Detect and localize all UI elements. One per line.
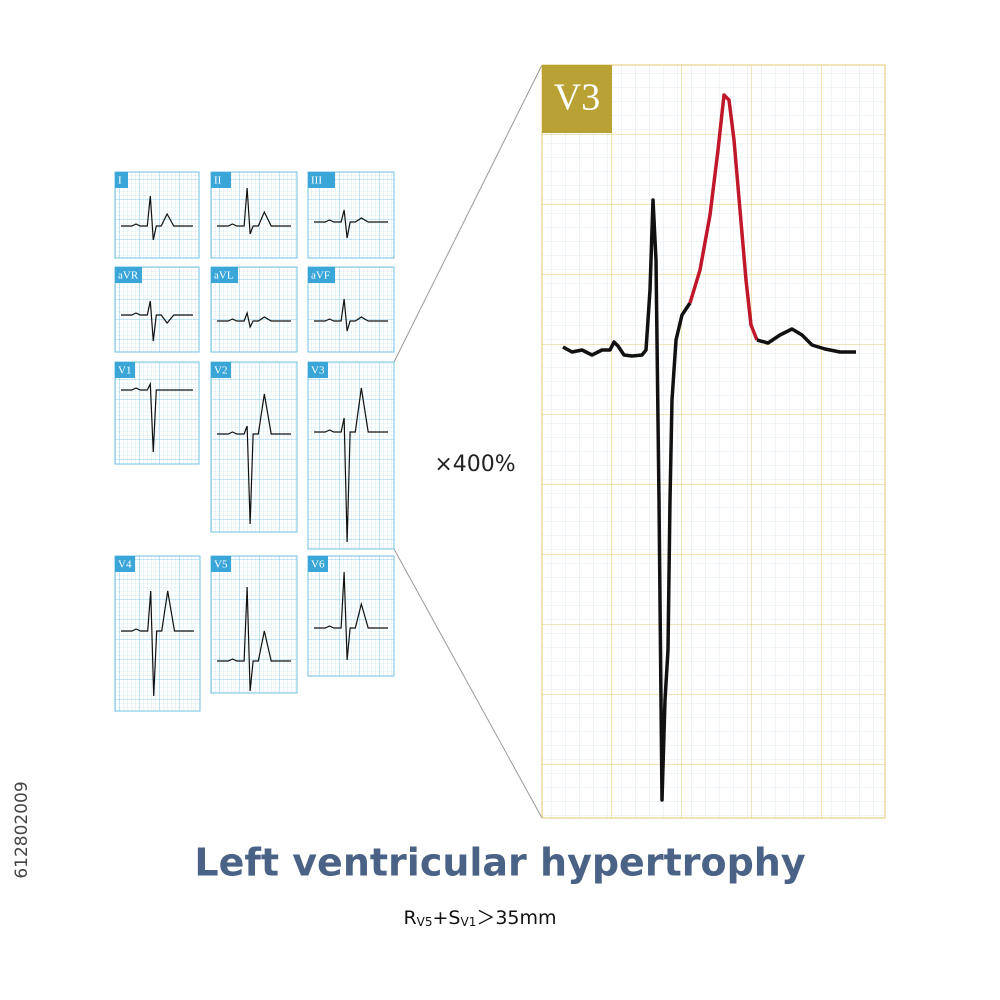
title: Left ventricular hypertrophy bbox=[194, 841, 805, 885]
lead-label-box bbox=[308, 172, 335, 188]
lead-trace bbox=[121, 195, 193, 241]
formula-sub: V1 bbox=[460, 915, 476, 929]
lead-label-box bbox=[211, 172, 231, 188]
watermark-id: 612802009 bbox=[12, 781, 32, 878]
lead-label: V6 bbox=[311, 559, 325, 571]
lead-panel bbox=[114, 361, 200, 465]
magnification: ×400% bbox=[434, 452, 515, 477]
t-wave bbox=[688, 93, 759, 341]
lead-trace bbox=[121, 300, 193, 342]
zoom-label: V3 bbox=[554, 77, 600, 119]
lead-trace bbox=[314, 571, 388, 661]
lead-trace bbox=[121, 381, 193, 453]
connector bbox=[393, 64, 543, 363]
formula: RV5+SV1＞35mm bbox=[403, 907, 556, 929]
lead-label-box bbox=[115, 362, 135, 378]
formula-part: +S bbox=[433, 907, 461, 929]
lead-label: V1 bbox=[118, 365, 131, 377]
lead-label-box bbox=[211, 362, 231, 378]
lead-label: I bbox=[118, 175, 122, 187]
lead-panel bbox=[210, 361, 298, 533]
lead-label-box bbox=[211, 556, 231, 572]
lead-label: III bbox=[311, 175, 322, 187]
lead-trace bbox=[314, 298, 388, 332]
lead-trace bbox=[217, 187, 291, 235]
lead-label: aVL bbox=[214, 270, 234, 282]
lead-trace bbox=[217, 393, 291, 525]
lead-label-box bbox=[211, 267, 238, 283]
lead-panel bbox=[307, 555, 395, 677]
lead-trace bbox=[314, 387, 388, 543]
lead-panel bbox=[307, 361, 395, 550]
zoom-label-box bbox=[542, 65, 612, 133]
lead-label: V5 bbox=[214, 559, 228, 571]
lead-label: aVF bbox=[311, 270, 330, 282]
lead-panel bbox=[210, 555, 298, 694]
ecg-trace bbox=[562, 198, 692, 802]
lead-label: V2 bbox=[214, 365, 227, 377]
lead-label-box bbox=[308, 267, 335, 283]
lead-panel bbox=[307, 171, 395, 259]
formula-part: R bbox=[403, 907, 416, 929]
lead-label-box bbox=[115, 267, 142, 283]
lead-label-box bbox=[115, 556, 135, 572]
connector bbox=[393, 548, 543, 819]
lead-panel bbox=[114, 555, 201, 712]
lead-panel bbox=[307, 266, 395, 353]
lead-trace bbox=[314, 209, 388, 239]
lead-panel bbox=[210, 171, 298, 259]
lead-label: II bbox=[214, 175, 222, 187]
lead-label-box bbox=[308, 556, 328, 572]
lead-trace bbox=[217, 310, 291, 329]
lead-label: V3 bbox=[311, 365, 325, 377]
lead-trace bbox=[217, 586, 291, 692]
formula-sub: V5 bbox=[417, 915, 433, 929]
lead-label-box bbox=[115, 172, 128, 188]
lead-trace bbox=[121, 590, 194, 697]
ecg-trace bbox=[756, 327, 856, 354]
lead-label-box bbox=[308, 362, 328, 378]
lead-panel bbox=[114, 171, 200, 259]
formula-part: ＞35mm bbox=[476, 907, 556, 929]
lead-label: V4 bbox=[118, 559, 132, 571]
lead-label: aVR bbox=[118, 270, 139, 282]
